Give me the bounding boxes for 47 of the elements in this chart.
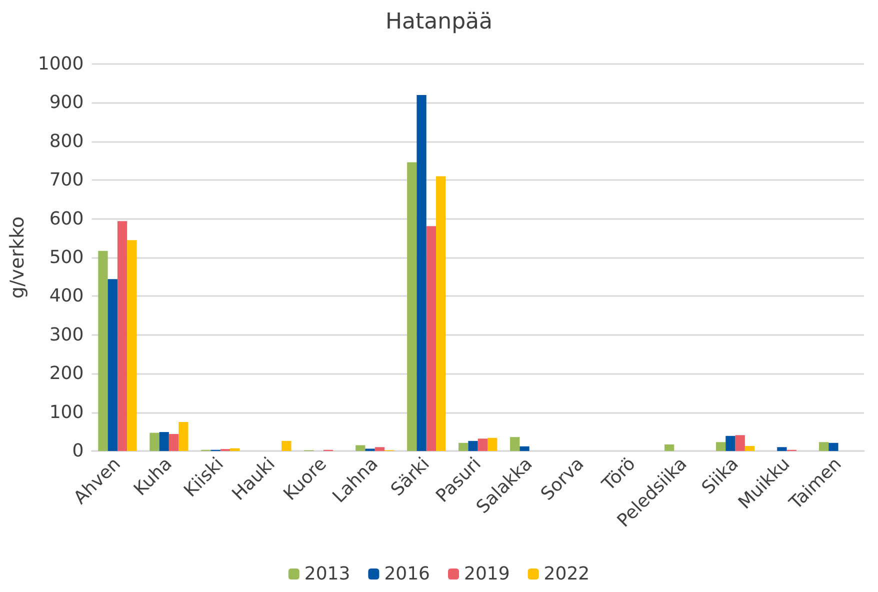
- y-tick-label: 100: [49, 402, 84, 423]
- y-tick-label: 500: [49, 247, 84, 268]
- bar: [726, 436, 736, 451]
- bar: [716, 442, 726, 451]
- y-tick-label: 300: [49, 324, 84, 346]
- bar: [664, 444, 674, 451]
- bar: [108, 279, 118, 451]
- bar: [150, 432, 160, 451]
- bar: [407, 162, 417, 451]
- bar: [168, 434, 179, 451]
- bar: [488, 438, 498, 451]
- bar: [478, 438, 488, 451]
- bar: [436, 176, 446, 451]
- chart-title: Hatanpää: [385, 10, 493, 34]
- bar: [127, 240, 137, 451]
- bar: [735, 435, 745, 451]
- y-tick-label: 700: [49, 170, 84, 191]
- y-tick-label: 1000: [38, 54, 84, 74]
- bar: [818, 442, 829, 451]
- bar: [230, 448, 240, 451]
- legend-label: 2022: [544, 564, 590, 584]
- bar: [374, 447, 385, 451]
- bar: [282, 440, 292, 451]
- bar: [356, 445, 366, 451]
- bar: [117, 221, 128, 451]
- bar: [98, 250, 108, 451]
- y-tick-label: 800: [49, 130, 84, 152]
- y-tick-label: 600: [49, 208, 84, 230]
- bar: [520, 446, 530, 451]
- bar: [178, 422, 188, 451]
- legend-label: 2016: [384, 564, 430, 584]
- bar: [458, 442, 468, 451]
- bar: [777, 447, 787, 451]
- bar: [510, 437, 520, 451]
- bar: [744, 446, 755, 451]
- bar: [828, 442, 838, 451]
- y-tick-label: 400: [49, 286, 84, 307]
- bar: [468, 440, 478, 451]
- y-tick-label: 200: [49, 363, 84, 384]
- y-tick-label: 0: [72, 440, 84, 462]
- bar: [426, 226, 436, 451]
- y-axis-title: g/verkko: [6, 216, 28, 299]
- bar: [416, 94, 426, 451]
- legend-label: 2013: [304, 564, 350, 584]
- bar: [159, 432, 169, 451]
- y-tick-label: 900: [49, 92, 84, 114]
- legend-label: 2019: [464, 564, 510, 584]
